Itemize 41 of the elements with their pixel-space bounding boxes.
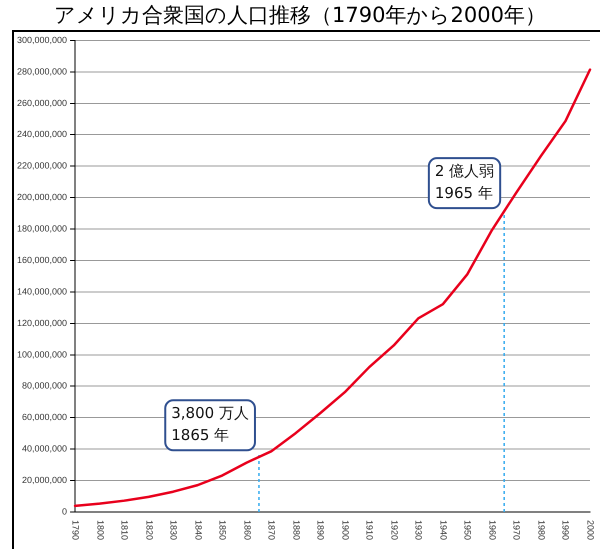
x-tick-label: 1910 [364,520,375,540]
annotation: 3,800 万人 1865 年 [171,404,249,444]
x-tick-label: 1880 [292,520,302,540]
y-tick-label: 280,000,000 [16,66,68,76]
y-tick-label: 120,000,000 [16,318,68,328]
y-tick-label: 60,000,000 [22,412,68,422]
x-tick-label: 1930 [414,520,424,540]
y-tick-label: 80,000,000 [22,380,68,391]
y-tick-label: 300,000,000 [16,34,68,45]
y-tick-label: 40,000,000 [22,444,68,454]
y-tick-label: 180,000,000 [16,224,68,234]
x-tick-label: 1960 [488,520,498,540]
y-tick-label: 260,000,000 [16,98,68,108]
x-tick-label: 1860 [242,520,253,540]
y-tick-label: 0 [62,506,68,516]
x-tick-label: 1840 [194,520,204,540]
x-tick-label: 1790 [70,520,81,540]
x-tick-label: 1890 [316,520,326,540]
y-tick-label: 20,000,000 [22,475,68,486]
x-tick-label: 1900 [340,520,351,540]
x-tick-label: 1800 [96,520,106,540]
y-tick-label: 220,000,000 [16,160,68,171]
x-tick-label: 1870 [266,520,277,540]
y-tick-label: 100,000,000 [16,349,68,360]
x-tick-label: 1850 [218,520,228,540]
annotation: 2 億人弱 1965 年 [434,162,494,202]
x-tick-label: 1920 [390,520,400,540]
x-tick-label: 1990 [560,520,571,540]
y-tick-label: 140,000,000 [16,286,68,296]
y-tick-label: 200,000,000 [16,192,68,202]
y-tick-label: 160,000,000 [16,254,68,265]
x-tick-label: 1820 [144,520,155,540]
x-tick-label: 1810 [120,520,130,540]
x-tick-label: 1940 [438,520,449,540]
x-tick-label: 1950 [462,520,473,540]
x-tick-label: 1830 [168,520,179,540]
x-tick-label: 1970 [512,520,522,540]
x-tick-label: 1980 [536,520,547,540]
chart-title: アメリカ合衆国の人口推移（1790年から2000年） [53,2,547,29]
y-tick-label: 240,000,000 [16,129,68,140]
x-tick-label: 2000 [586,520,596,540]
